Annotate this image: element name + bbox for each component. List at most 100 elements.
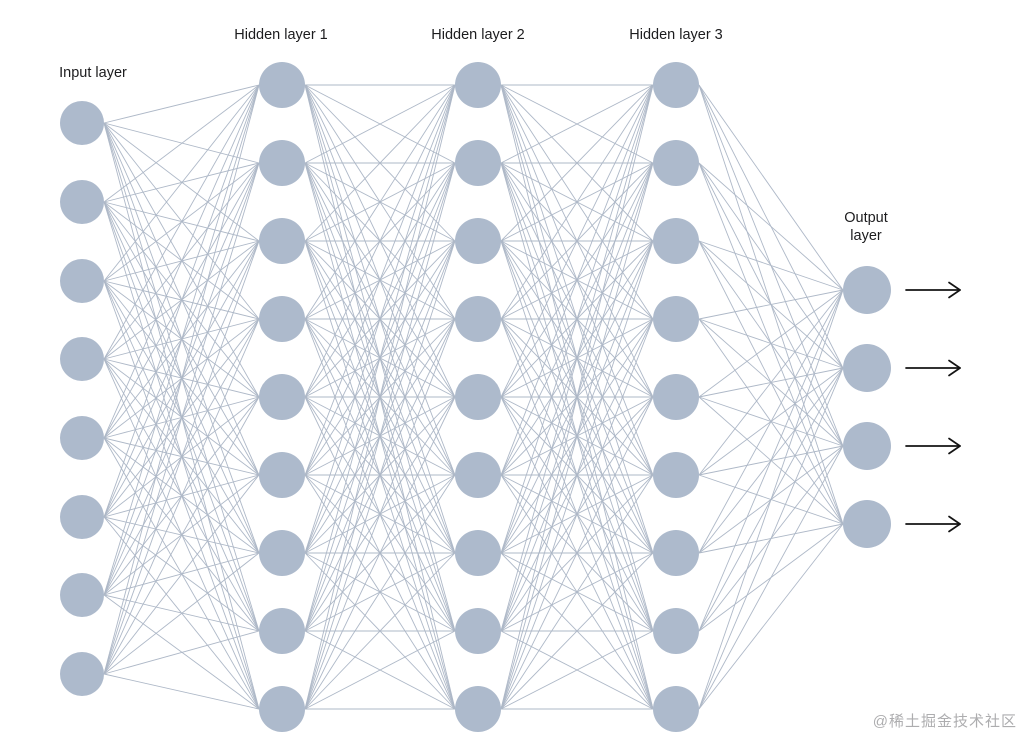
edge-hidden2-hidden3 [500, 396, 654, 710]
edge-hidden3-output [698, 240, 844, 291]
hidden2-neuron-node [455, 140, 501, 186]
edge-hidden3-output [698, 445, 844, 710]
edge-lines [103, 84, 844, 710]
neuron-nodes [60, 62, 891, 732]
output-neuron-node [843, 500, 891, 548]
edge-input-hidden1 [103, 396, 260, 675]
output-arrow-head [948, 281, 961, 299]
input-neuron-node [60, 416, 104, 460]
hidden3-neuron-node [653, 296, 699, 342]
watermark-text: @稀土掘金技术社区 [872, 713, 1017, 730]
edge-hidden1-hidden2 [304, 84, 456, 632]
edge-hidden3-output [698, 367, 844, 710]
edge-hidden1-hidden2 [304, 396, 456, 710]
edge-hidden1-hidden2 [304, 474, 456, 710]
edge-hidden2-hidden3 [500, 84, 654, 320]
hidden3-neuron-node [653, 140, 699, 186]
hidden3-neuron-node [653, 452, 699, 498]
layer-labels: Input layer Hidden layer 1 Hidden layer 2 H… [59, 27, 888, 244]
edge-hidden2-hidden3 [500, 84, 654, 632]
edge-hidden2-hidden3 [500, 552, 654, 710]
edge-hidden1-hidden2 [304, 84, 456, 710]
input-neuron-node [60, 180, 104, 224]
edge-hidden1-hidden2 [304, 630, 456, 710]
hidden3-neuron-node [653, 608, 699, 654]
edge-hidden3-output [698, 289, 844, 710]
hidden3-neuron-node [653, 218, 699, 264]
edge-hidden2-hidden3 [500, 240, 654, 710]
edge-hidden2-hidden3 [500, 474, 654, 710]
output-arrow-head [948, 515, 961, 533]
edge-hidden1-hidden2 [304, 162, 456, 710]
hidden2-neuron-node [455, 62, 501, 108]
edge-hidden2-hidden3 [500, 630, 654, 710]
input-neuron-node [60, 101, 104, 145]
hidden2-neuron-node [455, 686, 501, 732]
hidden1-neuron-node [259, 296, 305, 342]
edge-input-hidden1 [103, 122, 260, 320]
hidden1-neuron-node [259, 686, 305, 732]
edge-hidden3-output [698, 289, 844, 320]
edge-hidden1-hidden2 [304, 84, 456, 476]
edge-hidden1-hidden2 [304, 84, 456, 398]
hidden1-neuron-node [259, 452, 305, 498]
output-neuron-node [843, 266, 891, 314]
hidden2-neuron-node [455, 608, 501, 654]
hidden1-neuron-node [259, 608, 305, 654]
edge-input-hidden1 [103, 162, 260, 675]
edge-hidden1-hidden2 [304, 318, 456, 710]
output-neuron-node [843, 344, 891, 392]
hidden3-neuron-node [653, 530, 699, 576]
hidden3-layer-label: Hidden layer 3 [629, 27, 723, 43]
edge-input-hidden1 [103, 84, 260, 124]
edge-hidden3-output [698, 289, 844, 398]
edge-hidden3-output [698, 289, 844, 554]
input-neuron-node [60, 259, 104, 303]
edge-input-hidden1 [103, 630, 260, 675]
edge-hidden1-hidden2 [304, 240, 456, 710]
hidden3-neuron-node [653, 686, 699, 732]
edge-input-hidden1 [103, 673, 260, 710]
edge-input-hidden1 [103, 84, 260, 203]
edge-hidden1-hidden2 [304, 84, 456, 320]
hidden2-neuron-node [455, 452, 501, 498]
edge-hidden1-hidden2 [304, 84, 456, 554]
output-arrow-head [948, 359, 961, 377]
edge-hidden2-hidden3 [500, 84, 654, 164]
hidden2-neuron-node [455, 296, 501, 342]
edge-input-hidden1 [103, 240, 260, 675]
input-neuron-node [60, 652, 104, 696]
hidden1-neuron-node [259, 530, 305, 576]
output-arrows [905, 281, 961, 533]
edge-hidden3-output [698, 84, 844, 291]
edge-hidden3-output [698, 162, 844, 291]
output-arrow-head [948, 437, 961, 455]
edge-hidden2-hidden3 [500, 318, 654, 710]
edge-hidden3-output [698, 289, 844, 632]
hidden1-neuron-node [259, 218, 305, 264]
edge-hidden3-output [698, 523, 844, 710]
output-layer-label: layer [850, 228, 882, 244]
edge-input-hidden1 [103, 474, 260, 675]
edge-input-hidden1 [103, 84, 260, 675]
hidden2-neuron-node [455, 530, 501, 576]
edge-input-hidden1 [103, 552, 260, 675]
edge-hidden2-hidden3 [500, 84, 654, 398]
edge-input-hidden1 [103, 84, 260, 439]
hidden2-layer-label: Hidden layer 2 [431, 27, 525, 43]
edge-hidden1-hidden2 [304, 552, 456, 710]
edge-input-hidden1 [103, 358, 260, 554]
edge-hidden3-output [698, 289, 844, 476]
hidden3-neuron-node [653, 62, 699, 108]
edge-input-hidden1 [103, 84, 260, 596]
edge-hidden2-hidden3 [500, 84, 654, 554]
input-layer-label: Input layer [59, 65, 127, 81]
edge-input-hidden1 [103, 122, 260, 242]
hidden2-neuron-node [455, 218, 501, 264]
input-neuron-node [60, 337, 104, 381]
edge-input-hidden1 [103, 84, 260, 282]
edge-hidden1-hidden2 [304, 84, 456, 242]
edge-hidden1-hidden2 [304, 84, 456, 164]
output-layer-label: Output [844, 210, 888, 226]
input-neuron-node [60, 573, 104, 617]
